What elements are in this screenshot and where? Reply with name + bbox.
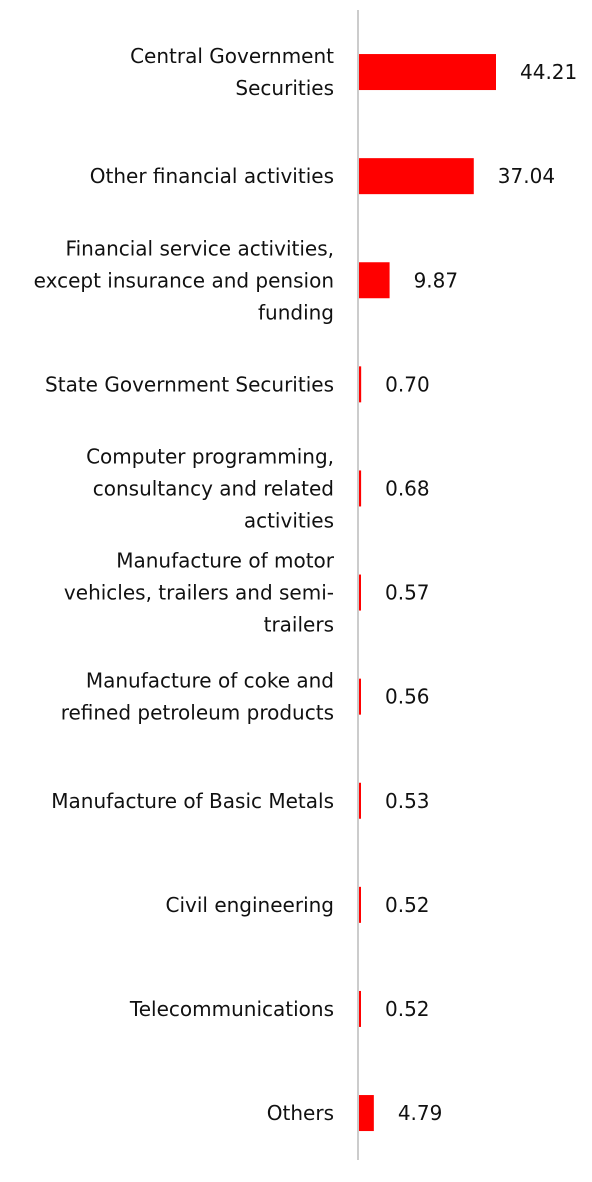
bar — [359, 678, 361, 715]
data-label: 0.68 — [385, 476, 430, 500]
data-label: 37.04 — [498, 164, 555, 188]
bar — [359, 574, 361, 611]
bar — [359, 886, 361, 923]
data-label: 0.53 — [385, 789, 430, 813]
category-label: Other financial activities — [90, 164, 334, 188]
category-label: Financial service activities, — [66, 236, 334, 260]
category-label: Securities — [235, 76, 334, 100]
bar — [359, 782, 361, 819]
category-label: Manufacture of motor — [116, 549, 335, 573]
bar — [359, 470, 362, 507]
bar — [359, 262, 390, 299]
category-label: Civil engineering — [166, 893, 335, 917]
data-label: 9.87 — [414, 268, 459, 292]
category-label: Computer programming, — [86, 444, 334, 468]
bar — [359, 990, 361, 1027]
category-label: Manufacture of Basic Metals — [51, 789, 334, 813]
category-label: State Government Securities — [45, 372, 334, 396]
bar — [359, 158, 474, 195]
category-label: activities — [244, 508, 334, 532]
category-label: Central Government — [130, 44, 334, 68]
data-label: 0.57 — [385, 581, 430, 605]
category-label: trailers — [264, 613, 334, 637]
bar — [359, 1095, 374, 1132]
bar — [359, 54, 496, 91]
category-label: vehicles, trailers and semi- — [64, 581, 334, 605]
category-label: funding — [258, 300, 334, 324]
data-label: 0.52 — [385, 893, 430, 917]
category-label: Others — [267, 1101, 334, 1125]
data-label: 4.79 — [398, 1101, 443, 1125]
data-label: 0.52 — [385, 997, 430, 1021]
category-label: Manufacture of coke and — [86, 669, 334, 693]
data-label: 0.56 — [385, 685, 430, 709]
category-label: Telecommunications — [129, 997, 334, 1021]
data-label: 44.21 — [520, 60, 577, 84]
category-label: refined petroleum products — [61, 701, 334, 725]
category-label: except insurance and pension — [34, 268, 334, 292]
data-label: 0.70 — [385, 372, 430, 396]
bar — [359, 366, 362, 403]
category-label: consultancy and related — [93, 476, 334, 500]
